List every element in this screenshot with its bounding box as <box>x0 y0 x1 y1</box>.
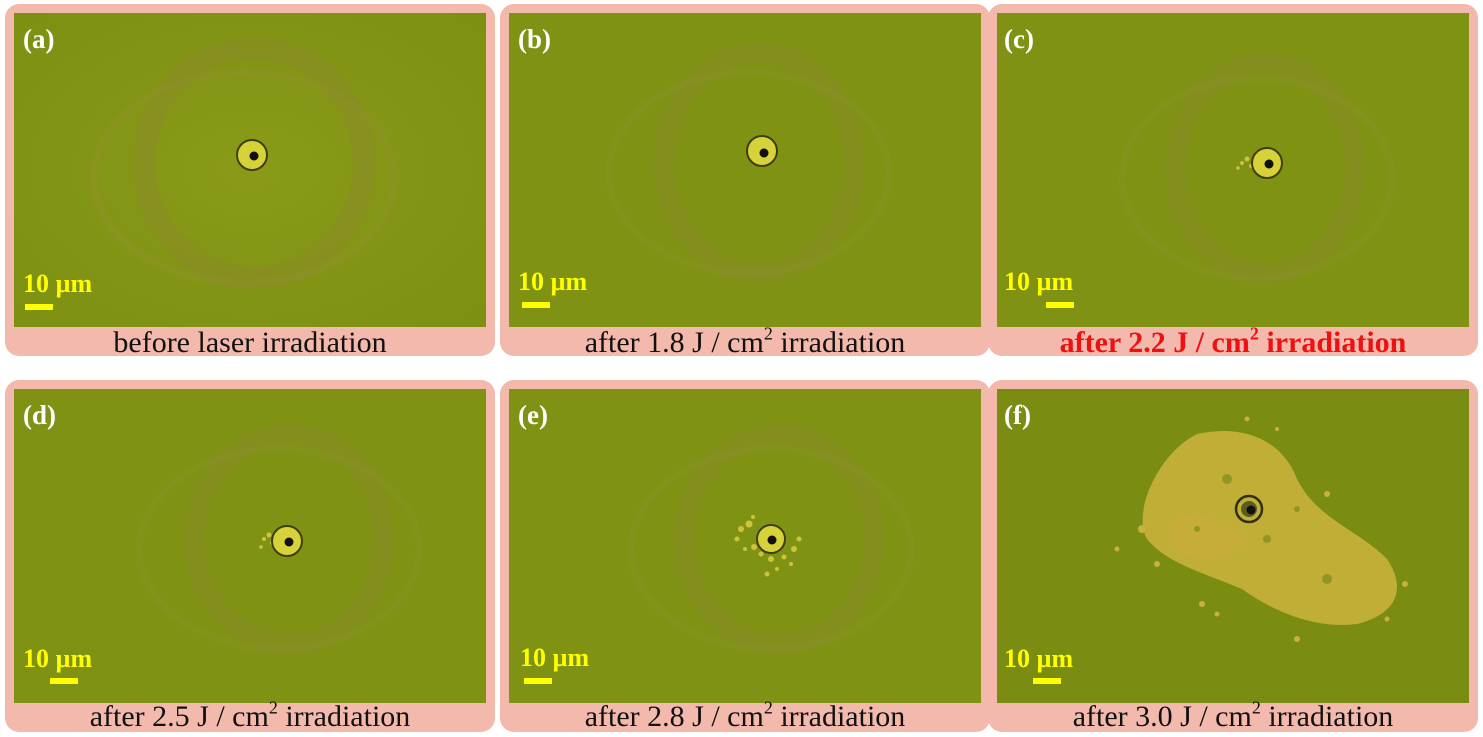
scale-bar-label: 10 µm <box>1004 644 1074 673</box>
micrograph-d <box>14 389 486 703</box>
panel-caption: before laser irradiation <box>113 326 387 359</box>
scale-bar-label: 10 µm <box>520 643 590 672</box>
panel-b: (b) 10 µm after 1.8 J / cm2 irradiation <box>500 4 990 359</box>
panel-label: (c) <box>1004 24 1034 54</box>
scale-bar-label: 10 µm <box>23 269 93 298</box>
panel-caption: after 1.8 J / cm2 irradiation <box>584 323 906 359</box>
micrograph-c <box>997 13 1469 327</box>
scale-bar <box>50 678 78 684</box>
panel-e: (e) 10 µm after 2.8 J / cm2 irradiation <box>500 380 990 733</box>
scale-bar <box>524 678 552 684</box>
panel-label: (a) <box>23 24 55 54</box>
micrograph-e <box>509 389 981 703</box>
micrograph-b <box>509 13 981 327</box>
panel-label: (b) <box>518 24 551 54</box>
panel-a: (a) 10 µm before laser irradiation <box>5 4 495 359</box>
micrograph-f <box>997 389 1469 703</box>
panel-d: (d) 10 µm after 2.5 J / cm2 irradiation <box>5 380 495 733</box>
micrograph-a <box>14 13 486 327</box>
panel-c: (c) 10 µm after 2.2 J / cm2 irradiation <box>988 4 1478 359</box>
scale-bar-label: 10 µm <box>23 644 93 673</box>
scale-bar <box>1046 302 1074 308</box>
panel-label: (f) <box>1004 400 1031 430</box>
scale-bar-label: 10 µm <box>518 267 588 296</box>
panel-caption: after 2.5 J / cm2 irradiation <box>89 697 411 733</box>
scale-bar <box>1033 678 1061 684</box>
panel-caption-highlighted: after 2.2 J / cm2 irradiation <box>1059 323 1407 359</box>
panel-caption: after 3.0 J / cm2 irradiation <box>1072 697 1394 733</box>
panel-label: (e) <box>518 400 548 430</box>
scale-bar <box>25 304 53 310</box>
scale-bar-label: 10 µm <box>1004 267 1074 296</box>
panel-caption: after 2.8 J / cm2 irradiation <box>584 697 906 733</box>
panel-label: (d) <box>23 400 56 430</box>
scale-bar <box>522 302 550 308</box>
panel-f: (f) 10 µm after 3.0 J / cm2 irradiation <box>988 380 1478 733</box>
